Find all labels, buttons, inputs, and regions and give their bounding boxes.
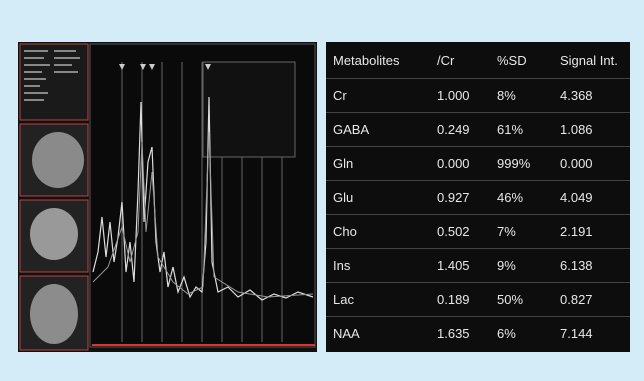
- figure: Metabolites/Cr %SD Signal Int. Cr 1.000 8% 4.3…: [0, 0, 644, 381]
- table-cell: 50%: [497, 283, 523, 317]
- table-cell: Cr: [333, 79, 347, 113]
- table-row: Lac 0.189 50% 0.827: [326, 282, 630, 316]
- table-cell: 0.000: [437, 147, 470, 181]
- header-row: Metabolites/Cr %SD Signal Int.: [326, 44, 630, 78]
- table-cell: 0.249: [437, 113, 470, 147]
- brain-sagittal: [32, 132, 84, 188]
- table-cell: Ins: [333, 249, 350, 283]
- table-row: Cho 0.502 7% 2.191: [326, 214, 630, 248]
- table-cell: 0.927: [437, 181, 470, 215]
- table-cell: 1.405: [437, 249, 470, 283]
- table-cell: 7%: [497, 215, 516, 249]
- table-cell: 4.049: [560, 181, 593, 215]
- header-cell: /Cr: [437, 44, 454, 78]
- metabolite-table: Metabolites/Cr %SD Signal Int. Cr 1.000 8% 4.3…: [326, 42, 630, 352]
- table-cell: 9%: [497, 249, 516, 283]
- header-cell: %SD: [497, 44, 527, 78]
- table-cell: 6.138: [560, 249, 593, 283]
- header-cell: Metabolites: [333, 44, 399, 78]
- table-cell: 6%: [497, 317, 516, 351]
- table-cell: 1.635: [437, 317, 470, 351]
- header-cell: Signal Int.: [560, 44, 618, 78]
- table-cell: 1.000: [437, 79, 470, 113]
- brain-coronal: [30, 208, 78, 260]
- brain-axial: [30, 284, 78, 344]
- table-row: GABA 0.249 61% 1.086: [326, 112, 630, 146]
- table-cell: Lac: [333, 283, 354, 317]
- spectrum-inset-table: [203, 62, 295, 157]
- table-cell: 2.191: [560, 215, 593, 249]
- table-cell: NAA: [333, 317, 360, 351]
- table-cell: Cho: [333, 215, 357, 249]
- table-cell: 61%: [497, 113, 523, 147]
- table-cell: 0.189: [437, 283, 470, 317]
- spectroscopy-screenshot: [18, 42, 317, 352]
- table-row: Cr 1.000 8% 4.368: [326, 78, 630, 112]
- table-cell: 46%: [497, 181, 523, 215]
- table-cell: 0.000: [560, 147, 593, 181]
- table-cell: 0.827: [560, 283, 593, 317]
- table-row: Gln 0.000 999% 0.000: [326, 146, 630, 180]
- table-cell: 0.502: [437, 215, 470, 249]
- table-row: NAA 1.635 6% 7.144: [326, 316, 630, 350]
- table-row: Ins 1.405 9% 6.138: [326, 248, 630, 282]
- table-cell: 7.144: [560, 317, 593, 351]
- table-cell: 999%: [497, 147, 530, 181]
- table-row: Glu 0.927 46% 4.049: [326, 180, 630, 214]
- table-cell: 4.368: [560, 79, 593, 113]
- table-cell: GABA: [333, 113, 369, 147]
- table-cell: 1.086: [560, 113, 593, 147]
- info-box: [20, 44, 88, 120]
- table-cell: Glu: [333, 181, 353, 215]
- table-cell: Gln: [333, 147, 353, 181]
- table-cell: 8%: [497, 79, 516, 113]
